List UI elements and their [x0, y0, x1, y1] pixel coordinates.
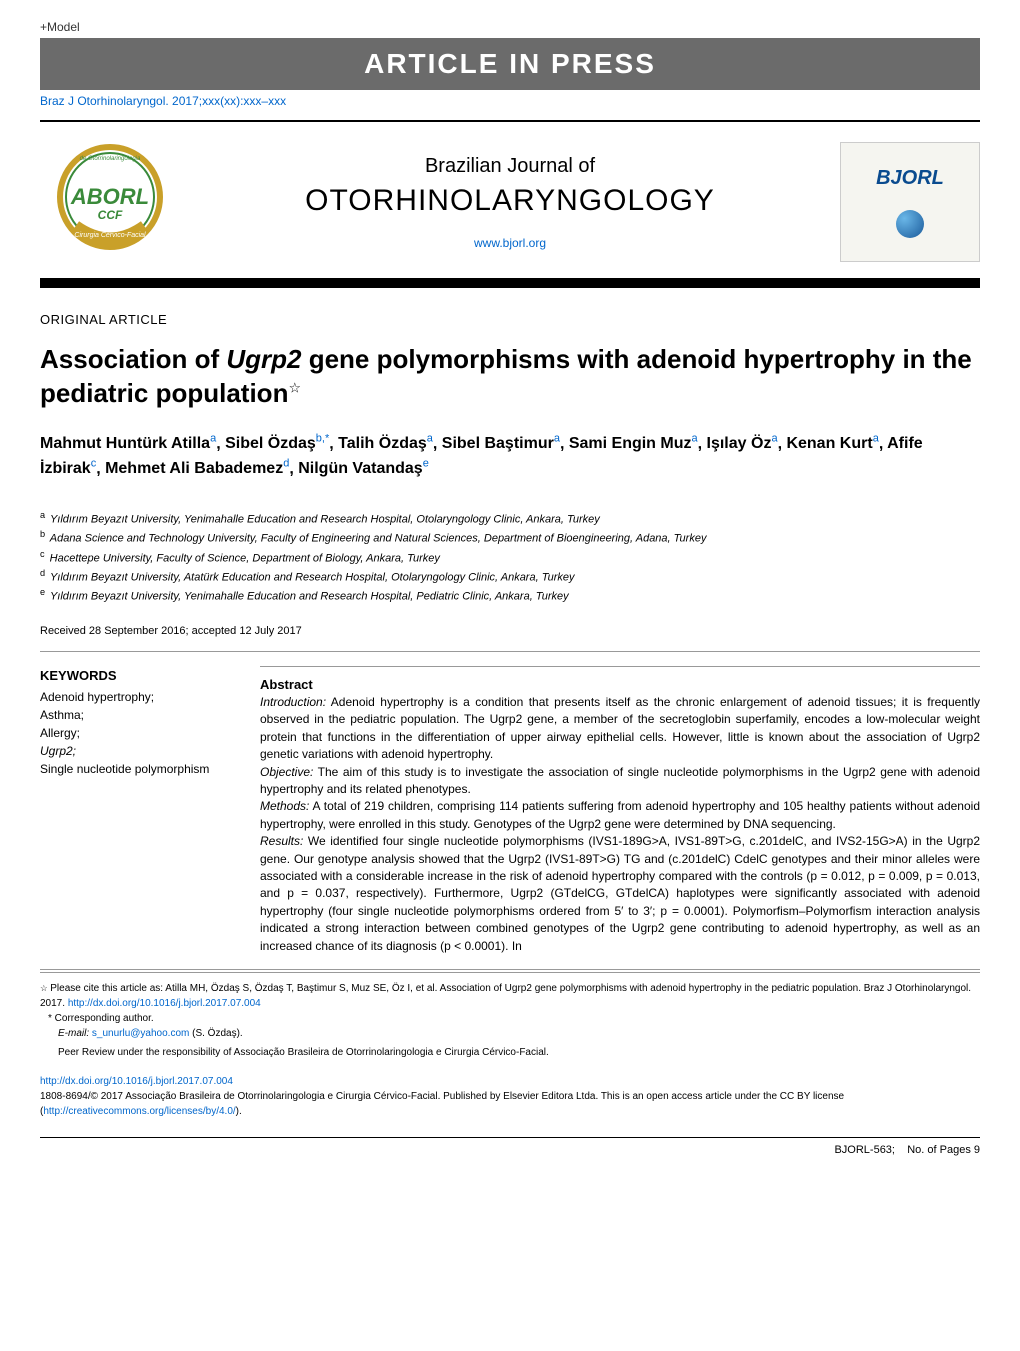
section-label: ORIGINAL ARTICLE [40, 312, 980, 327]
email-link[interactable]: s_unurlu@yahoo.com [92, 1028, 189, 1039]
author: Nilgün Vatandaşe [298, 460, 429, 477]
abstract-header: Abstract [260, 677, 980, 692]
affiliation: a Yıldırım Beyazıt University, Yenimahal… [40, 509, 980, 528]
abstract-column: Abstract Introduction: Adenoid hypertrop… [260, 666, 980, 955]
globe-icon [896, 210, 924, 238]
svg-text:Cirurgia Cérvico-Facial: Cirurgia Cérvico-Facial [74, 232, 146, 239]
email-label: E-mail: [58, 1028, 92, 1039]
black-divider [40, 278, 980, 288]
doi-block: http://dx.doi.org/10.1016/j.bjorl.2017.0… [40, 1074, 980, 1119]
received-line: Received 28 September 2016; accepted 12 … [40, 625, 980, 637]
cite-note: ☆ Please cite this article as: Atilla MH… [40, 981, 980, 1011]
journal-name-top: Brazilian Journal of [180, 155, 840, 178]
bottom-pages: No. of Pages 9 [907, 1144, 980, 1156]
affiliation: b Adana Science and Technology Universit… [40, 528, 980, 547]
article-title: Association of Ugrp2 gene polymorphisms … [40, 343, 980, 411]
authors-block: Mahmut Huntürk Atillaa, Sibel Özdaşb,*, … [40, 431, 980, 482]
affiliation: d Yıldırım Beyazıt University, Atatürk E… [40, 567, 980, 586]
methods-label: Methods: [260, 799, 309, 813]
email-name: (S. Özdaş). [189, 1028, 242, 1039]
keywords-items: Adenoid hypertrophy;Asthma;Allergy;Ugrp2… [40, 688, 240, 778]
author: Kenan Kurta [786, 435, 878, 452]
bottom-line: BJORL-563; No. of Pages 9 [40, 1137, 980, 1156]
abstract-body: Introduction: Adenoid hypertrophy is a c… [260, 694, 980, 955]
journal-url[interactable]: www.bjorl.org [180, 236, 840, 250]
journal-header: ABORL CCF Cirurgia Cérvico-Facial de Oto… [40, 126, 980, 278]
affiliation: c Hacettepe University, Faculty of Scien… [40, 548, 980, 567]
methods-text: A total of 219 children, comprising 114 … [260, 799, 980, 830]
rule-top [40, 120, 980, 122]
svg-text:ABORL: ABORL [70, 184, 149, 209]
title-star: ☆ [288, 379, 301, 395]
license-text2: ). [236, 1106, 242, 1117]
banner: ARTICLE IN PRESS [40, 38, 980, 90]
keyword-item: Asthma; [40, 706, 240, 724]
author: Mehmet Ali Babademezd [105, 460, 289, 477]
results-text: We identified four single nucleotide pol… [260, 834, 980, 952]
cite-doi-link[interactable]: http://dx.doi.org/10.1016/j.bjorl.2017.0… [68, 998, 261, 1009]
intro-label: Introduction: [260, 695, 326, 709]
doi-link[interactable]: http://dx.doi.org/10.1016/j.bjorl.2017.0… [40, 1076, 233, 1087]
keywords-column: KEYWORDS Adenoid hypertrophy;Asthma;Alle… [40, 666, 240, 955]
cover-text: BJORL [876, 167, 944, 190]
results-label: Results: [260, 834, 303, 848]
footer-block: ☆ Please cite this article as: Atilla MH… [40, 972, 980, 1060]
objective-label: Objective: [260, 765, 313, 779]
email-line: E-mail: s_unurlu@yahoo.com (S. Özdaş). [58, 1026, 980, 1041]
author: Sibel Baştimura [442, 435, 560, 452]
license-link[interactable]: http://creativecommons.org/licenses/by/4… [43, 1106, 235, 1117]
affiliation: e Yıldırım Beyazıt University, Yenimahal… [40, 586, 980, 605]
svg-text:de Otorrinolaringologia: de Otorrinolaringologia [80, 156, 141, 162]
author: Işılay Öza [707, 435, 778, 452]
keyword-item: Ugrp2; [40, 742, 240, 760]
model-label: +Model [40, 20, 980, 34]
affiliations-block: a Yıldırım Beyazıt University, Yenimahal… [40, 509, 980, 605]
journal-name-main: OTORHINOLARYNGOLOGY [180, 184, 840, 218]
abor-logo: ABORL CCF Cirurgia Cérvico-Facial de Oto… [40, 142, 180, 262]
svg-text:CCF: CCF [98, 208, 123, 222]
abor-logo-svg: ABORL CCF Cirurgia Cérvico-Facial de Oto… [50, 142, 170, 262]
author: Mahmut Huntürk Atillaa [40, 435, 216, 452]
bottom-right: BJORL-563; No. of Pages 9 [834, 1144, 980, 1156]
author: Talih Özdaşa [338, 435, 433, 452]
keywords-header: KEYWORDS [40, 666, 240, 686]
journal-title-block: Brazilian Journal of OTORHINOLARYNGOLOGY… [180, 155, 840, 250]
journal-cover: BJORL [840, 142, 980, 262]
author: Sibel Özdaşb,* [225, 435, 329, 452]
bottom-ref: BJORL-563; [834, 1144, 895, 1156]
citation-line: Braz J Otorhinolaryngol. 2017;xxx(xx):xx… [40, 94, 980, 108]
title-part1: Association of [40, 344, 226, 374]
abstract-row: KEYWORDS Adenoid hypertrophy;Asthma;Alle… [40, 651, 980, 970]
author: Sami Engin Muza [569, 435, 698, 452]
peer-review: Peer Review under the responsibility of … [58, 1045, 980, 1060]
keyword-item: Single nucleotide polymorphism [40, 760, 240, 778]
objective-text: The aim of this study is to investigate … [260, 765, 980, 796]
intro-text: Adenoid hypertrophy is a condition that … [260, 695, 980, 761]
keyword-item: Adenoid hypertrophy; [40, 688, 240, 706]
abstract-rule [260, 666, 980, 667]
title-gene: Ugrp2 [226, 344, 301, 374]
keyword-item: Allergy; [40, 724, 240, 742]
corresponding-label: * Corresponding author. [48, 1013, 154, 1024]
corresponding-line: * Corresponding author. [48, 1011, 980, 1026]
